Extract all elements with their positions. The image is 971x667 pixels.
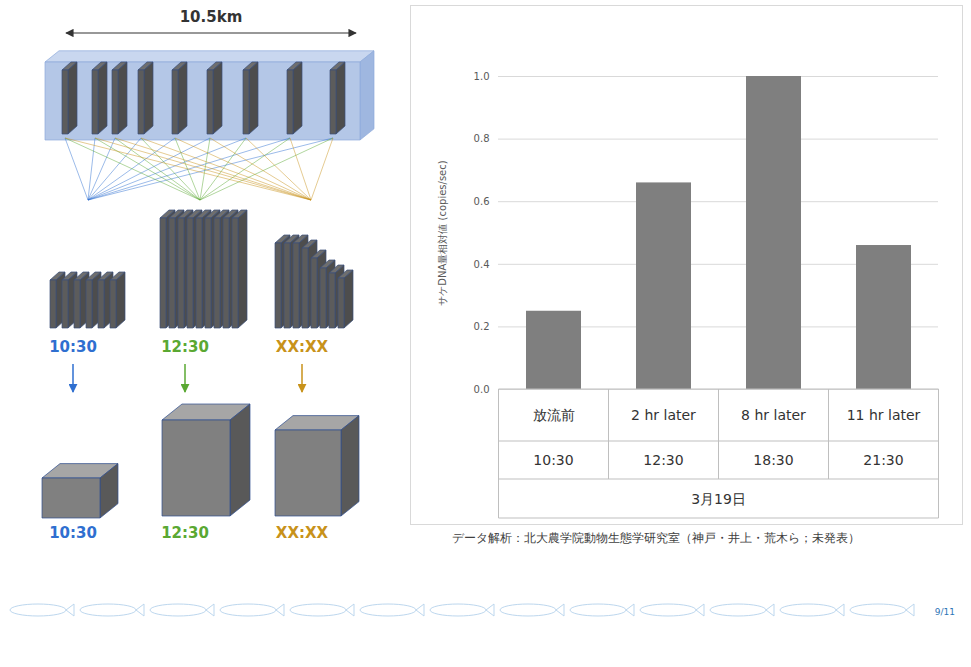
svg-text:2 hr later: 2 hr later	[631, 407, 696, 423]
svg-text:XX:XX: XX:XX	[276, 524, 329, 542]
html-text:データ解析：北大農学院動物生態学研究室（神戸・井上・荒木ら；: データ解析：北大農学院動物生態学研究室（神戸・井上・荒木ら；未発表）	[452, 531, 860, 545]
svg-text:0.6: 0.6	[474, 196, 490, 207]
svg-text:0.8: 0.8	[474, 133, 490, 144]
svg-text:10.5km: 10.5km	[180, 8, 243, 26]
svg-text:1.0: 1.0	[474, 71, 490, 82]
svg-text:10:30: 10:30	[533, 452, 573, 468]
svg-text:8 hr later: 8 hr later	[741, 407, 806, 423]
svg-text:0.2: 0.2	[474, 321, 490, 332]
svg-text:0.0: 0.0	[474, 384, 490, 395]
svg-text:放流前: 放流前	[533, 407, 575, 423]
svg-text:18:30: 18:30	[753, 452, 793, 468]
svg-text:12:30: 12:30	[161, 338, 209, 356]
svg-text:10:30: 10:30	[49, 338, 97, 356]
svg-text:12:30: 12:30	[161, 524, 209, 542]
svg-text:11 hr later: 11 hr later	[847, 407, 921, 423]
svg-text:10:30: 10:30	[49, 524, 97, 542]
svg-text:12:30: 12:30	[643, 452, 683, 468]
svg-text:21:30: 21:30	[863, 452, 903, 468]
svg-text:3月19日: 3月19日	[691, 491, 746, 507]
svg-text:サケDNA量相対値 (copies/sec): サケDNA量相対値 (copies/sec)	[437, 160, 448, 305]
svg-text:9/11: 9/11	[935, 607, 955, 617]
svg-text:XX:XX: XX:XX	[276, 338, 329, 356]
svg-text:0.4: 0.4	[474, 259, 490, 270]
